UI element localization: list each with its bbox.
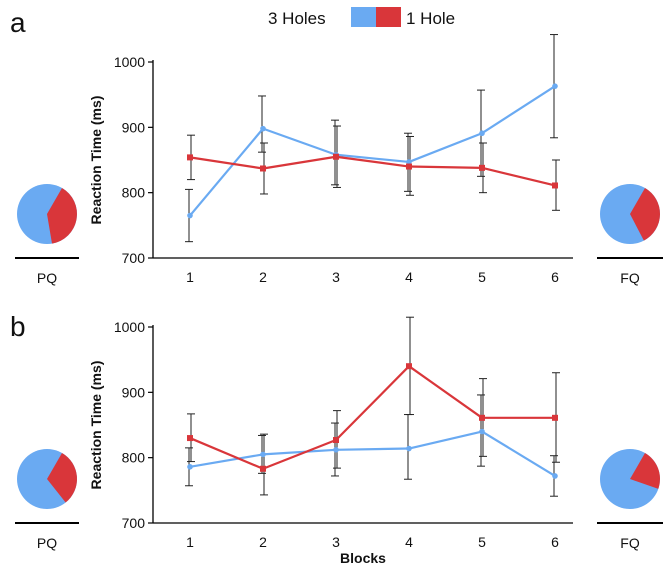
data-point-3-holes [187, 212, 193, 219]
data-point-1-hole [479, 414, 485, 421]
x-tick-label: 3 [332, 534, 340, 550]
data-point-3-holes [479, 130, 485, 137]
legend-swatch-3-holes [351, 7, 376, 27]
pie-pq-a: PQ [15, 184, 79, 286]
pie-slice-1-hole [47, 453, 78, 503]
x-tick-label: 4 [405, 534, 413, 550]
pie-slice-1-hole [630, 453, 661, 489]
data-point-3-holes [260, 451, 266, 458]
data-point-3-holes [479, 428, 485, 435]
data-point-3-holes [260, 125, 266, 132]
data-point-3-holes [406, 445, 412, 452]
data-point-1-hole [406, 163, 412, 170]
series-line-3-holes [189, 85, 556, 217]
data-point-1-hole [552, 414, 558, 421]
data-point-1-hole [552, 182, 558, 189]
data-point-1-hole [333, 437, 339, 444]
x-tick-label: 5 [478, 534, 486, 550]
pie-label-pq: PQ [37, 270, 57, 286]
legend: 3 Holes 1 Hole [268, 7, 455, 28]
panel-letter-a: a [10, 7, 26, 38]
data-point-1-hole [260, 165, 266, 172]
panel-letter-b: b [10, 311, 26, 342]
y-tick-label: 900 [122, 384, 146, 400]
y-axis-title-b: Reaction Time (ms) [88, 361, 104, 490]
y-tick-label: 900 [122, 119, 146, 135]
pie-label-fq: FQ [620, 535, 640, 551]
x-tick-label: 1 [186, 534, 194, 550]
series-line-1-hole [189, 365, 555, 470]
x-tick-label: 6 [551, 534, 559, 550]
data-point-3-holes [406, 159, 412, 165]
y-tick-label: 800 [122, 450, 146, 466]
pie-fq-b: FQ [597, 449, 663, 551]
y-axis-title-a: Reaction Time (ms) [88, 96, 104, 225]
series-line-1-hole [189, 155, 556, 187]
legend-label-1-hole: 1 Hole [406, 9, 455, 28]
pie-label-pq: PQ [37, 535, 57, 551]
pie-slice-1-hole [630, 188, 661, 241]
data-point-1-hole [333, 153, 339, 160]
series-line-3-holes [189, 430, 556, 477]
x-tick-label: 3 [332, 269, 340, 285]
x-tick-label: 2 [259, 269, 267, 285]
x-axis-title: Blocks [340, 550, 386, 566]
data-point-3-holes [333, 447, 339, 453]
y-tick-label: 800 [122, 185, 146, 201]
data-point-1-hole [187, 435, 193, 442]
data-point-1-hole [479, 164, 485, 171]
x-tick-label: 4 [405, 269, 413, 285]
data-point-1-hole [187, 154, 193, 161]
y-tick-label: 700 [122, 515, 146, 531]
data-point-3-holes [187, 464, 193, 470]
plot-area-a: 700 800 900 1000 1 2 3 4 5 6 [114, 34, 573, 285]
data-point-1-hole [260, 465, 266, 472]
data-point-3-holes [552, 83, 558, 89]
plot-area-b: 700 800 900 1000 1 2 3 4 5 6 [114, 316, 573, 550]
y-tick-label: 1000 [114, 319, 145, 335]
pie-pq-b: PQ [15, 449, 79, 551]
x-tick-label: 6 [551, 269, 559, 285]
data-point-3-holes [552, 473, 558, 479]
panel-a: a PQ FQ Reaction Time (ms) 700 800 900 1000… [10, 7, 663, 286]
y-tick-label: 1000 [114, 54, 145, 70]
pie-fq-a: FQ [597, 184, 663, 286]
x-tick-label: 5 [478, 269, 486, 285]
x-tick-label: 2 [259, 534, 267, 550]
panel-b: b PQ FQ Reaction Time (ms) 700 800 900 1000… [10, 311, 663, 566]
y-tick-label: 700 [122, 250, 146, 266]
data-point-1-hole [406, 363, 412, 370]
legend-swatch-1-hole [376, 7, 401, 27]
pie-label-fq: FQ [620, 270, 640, 286]
legend-label-3-holes: 3 Holes [268, 9, 326, 28]
pie-slice-1-hole [47, 188, 77, 244]
x-tick-label: 1 [186, 269, 194, 285]
